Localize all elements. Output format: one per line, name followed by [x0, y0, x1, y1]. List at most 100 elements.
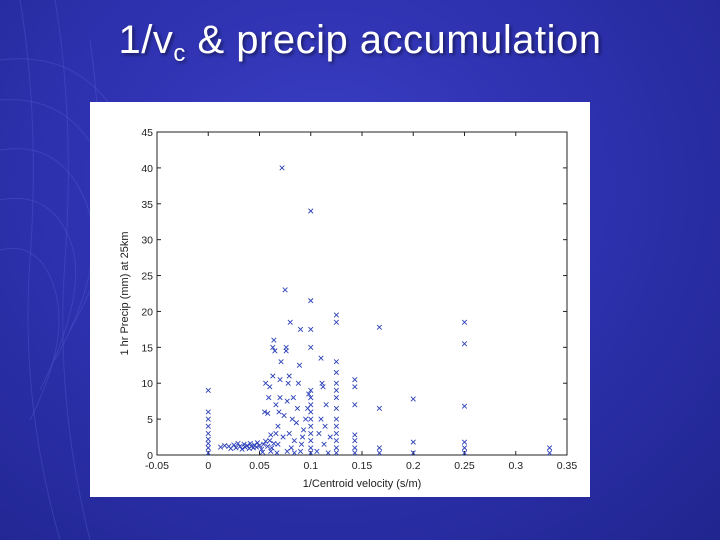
data-point: [291, 450, 297, 456]
title-main: 1/v: [118, 18, 174, 62]
data-point: [276, 409, 282, 415]
data-point: [293, 420, 300, 426]
data-point: [306, 391, 312, 397]
data-point: [308, 409, 314, 415]
data-point: [270, 373, 276, 379]
data-point: [235, 440, 241, 447]
data-point: [546, 445, 553, 451]
data-point: [267, 384, 273, 390]
data-point: [333, 359, 339, 365]
data-point: [308, 344, 314, 350]
data-point: [278, 359, 284, 365]
data-point: [410, 450, 416, 456]
data-point: [303, 416, 309, 422]
data-point: [286, 373, 292, 379]
data-point: [277, 394, 283, 401]
data-point: [333, 430, 339, 437]
data-point: [277, 377, 283, 383]
data-point: [327, 434, 333, 440]
x-tick-label: 0.3: [508, 460, 523, 472]
data-point: [333, 445, 339, 451]
data-point: [308, 326, 314, 333]
data-point: [262, 409, 268, 415]
y-tick-label: 15: [141, 342, 153, 354]
data-point: [297, 448, 304, 455]
data-point: [295, 380, 302, 386]
data-point: [279, 165, 285, 171]
data-point: [410, 396, 416, 402]
x-tick-label: 0.05: [249, 460, 270, 472]
data-point: [376, 450, 383, 456]
data-point: [271, 440, 277, 447]
data-point: [308, 423, 314, 429]
data-point: [231, 442, 237, 448]
y-tick-label: 25: [141, 271, 153, 283]
data-point: [291, 438, 297, 444]
data-point: [333, 405, 339, 411]
data-point: [318, 355, 324, 361]
data-point: [333, 312, 339, 318]
data-point: [268, 432, 274, 438]
y-tick-label: 5: [147, 414, 153, 426]
x-tick-label: 0: [205, 460, 211, 472]
scatter-points: [205, 165, 553, 456]
data-point: [322, 423, 328, 429]
data-point: [352, 402, 358, 408]
data-point: [296, 362, 303, 368]
data-point: [352, 438, 358, 444]
data-point: [282, 287, 288, 293]
data-point: [239, 446, 245, 452]
data-point: [308, 450, 314, 456]
data-point: [233, 445, 239, 451]
data-point: [260, 441, 267, 447]
data-point: [352, 384, 358, 390]
y-tick-label: 0: [147, 450, 153, 462]
data-point: [461, 319, 468, 325]
data-point: [275, 441, 281, 447]
data-point: [254, 440, 261, 446]
data-point: [308, 430, 314, 437]
data-point: [259, 449, 266, 455]
x-tick-label: 0.1: [303, 460, 318, 472]
data-point: [205, 423, 211, 429]
data-point: [333, 438, 339, 444]
data-point: [333, 423, 339, 429]
data-point: [280, 434, 286, 440]
data-point: [205, 387, 211, 394]
data-point: [461, 450, 468, 456]
data-point: [290, 394, 296, 401]
data-point: [333, 450, 339, 456]
data-point: [323, 402, 329, 408]
data-point: [205, 440, 211, 447]
y-tick-label: 10: [141, 378, 153, 390]
data-point: [205, 430, 211, 437]
title-rest: & precip accumulation: [185, 18, 602, 62]
data-point: [333, 394, 339, 401]
data-point: [308, 208, 314, 214]
data-point: [297, 326, 304, 333]
scatter-chart: -0.05 0 0.05 0.1 0.15 0.2 0.25 0.3 0.35 05101520…: [119, 127, 577, 490]
data-point: [205, 409, 211, 415]
x-tick-label: 0.15: [352, 460, 373, 472]
data-point: [263, 380, 269, 386]
x-axis: -0.05 0 0.05 0.1 0.15 0.2 0.25 0.3 0.35: [145, 132, 577, 472]
data-point: [267, 438, 273, 444]
data-point: [266, 394, 272, 401]
data-point: [287, 319, 293, 325]
data-point: [222, 443, 228, 449]
y-axis-label: 1 hr Precip (mm) at 25km: [119, 231, 131, 355]
data-point: [241, 441, 247, 447]
x-tick-label: 0.2: [406, 460, 421, 472]
data-point: [205, 445, 211, 451]
data-point: [271, 337, 277, 343]
data-point: [320, 384, 326, 390]
data-point: [284, 398, 290, 404]
data-point: [333, 369, 339, 376]
data-point: [265, 443, 271, 450]
data-point: [283, 348, 289, 354]
x-axis-label: 1/Centroid velocity (s/m): [303, 478, 422, 490]
data-point: [289, 416, 295, 422]
data-point: [273, 402, 279, 408]
data-point: [253, 444, 260, 450]
data-point: [265, 410, 271, 416]
